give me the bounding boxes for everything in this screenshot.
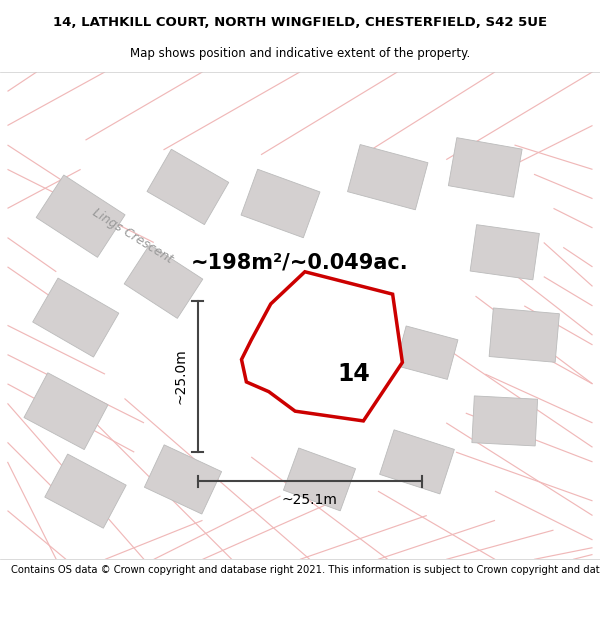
Polygon shape bbox=[380, 430, 454, 494]
Polygon shape bbox=[36, 175, 125, 258]
Polygon shape bbox=[470, 224, 539, 280]
Polygon shape bbox=[283, 448, 356, 511]
Polygon shape bbox=[32, 278, 119, 357]
Polygon shape bbox=[347, 144, 428, 210]
Polygon shape bbox=[124, 244, 203, 318]
Text: 14: 14 bbox=[337, 362, 370, 386]
Text: ~25.1m: ~25.1m bbox=[282, 493, 338, 507]
Text: ~25.0m: ~25.0m bbox=[174, 349, 188, 404]
Polygon shape bbox=[45, 454, 126, 528]
Polygon shape bbox=[145, 445, 221, 514]
Polygon shape bbox=[395, 326, 458, 379]
Text: Map shows position and indicative extent of the property.: Map shows position and indicative extent… bbox=[130, 48, 470, 61]
Polygon shape bbox=[24, 372, 108, 449]
Polygon shape bbox=[280, 315, 340, 374]
Polygon shape bbox=[489, 308, 559, 362]
Polygon shape bbox=[147, 149, 229, 224]
Polygon shape bbox=[241, 272, 403, 421]
Text: 14, LATHKILL COURT, NORTH WINGFIELD, CHESTERFIELD, S42 5UE: 14, LATHKILL COURT, NORTH WINGFIELD, CHE… bbox=[53, 16, 547, 29]
Text: Lings Crescent: Lings Crescent bbox=[91, 206, 175, 266]
Polygon shape bbox=[241, 169, 320, 238]
Text: ~198m²/~0.049ac.: ~198m²/~0.049ac. bbox=[191, 252, 409, 272]
Polygon shape bbox=[472, 396, 538, 446]
Polygon shape bbox=[448, 138, 522, 197]
Text: Contains OS data © Crown copyright and database right 2021. This information is : Contains OS data © Crown copyright and d… bbox=[11, 564, 600, 574]
